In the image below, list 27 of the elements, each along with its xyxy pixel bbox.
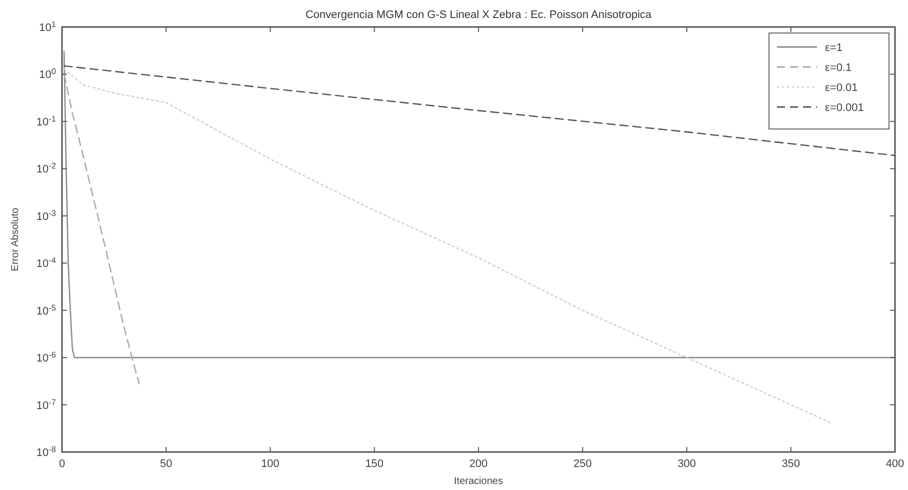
x-tick-label: 150: [365, 458, 384, 470]
x-tick-label: 50: [160, 458, 172, 470]
y-tick-label: 10$^{-2}$: [36, 161, 56, 176]
y-tick-label: 10$^{-8}$: [36, 444, 56, 459]
y-tick-label: 10$^{-7}$: [36, 397, 56, 412]
y-tick-label: 10$^{-1}$: [36, 114, 56, 128]
x-tick-label: 350: [782, 458, 800, 470]
y-tick-label: 10$^{-6}$: [36, 350, 56, 365]
x-tick-label: 0: [58, 458, 66, 470]
legend-label: ε=0.001: [825, 102, 864, 114]
line-series: [63, 74, 140, 384]
legend-label: ε=0.01: [825, 82, 858, 94]
x-tick-label: 200: [469, 458, 488, 470]
x-tick-label: 400: [886, 458, 904, 470]
y-tick-label: 10$^{0}$: [39, 66, 56, 82]
x-tick-label: 100: [261, 458, 280, 470]
y-tick-label: 10$^{-5}$: [36, 302, 56, 318]
x-tick-label: 300: [678, 458, 696, 470]
y-tick-label: 10$^{1}$: [39, 20, 56, 34]
x-tick-label: 250: [573, 458, 592, 470]
y-axis-title: Error Absoluto: [10, 207, 21, 272]
x-axis-title: Iteraciones: [454, 476, 503, 487]
chart-title: Convergencia MGM con G-S Lineal X Zebra : Ec. Poisson Anisotropica: [305, 9, 652, 21]
legend-label: ε=0.1: [825, 62, 852, 74]
legend-label: ε=1: [825, 42, 842, 54]
y-tick-label: 10$^{-3}$: [36, 208, 56, 223]
y-tick-label: 10$^{-4}$: [36, 256, 56, 270]
